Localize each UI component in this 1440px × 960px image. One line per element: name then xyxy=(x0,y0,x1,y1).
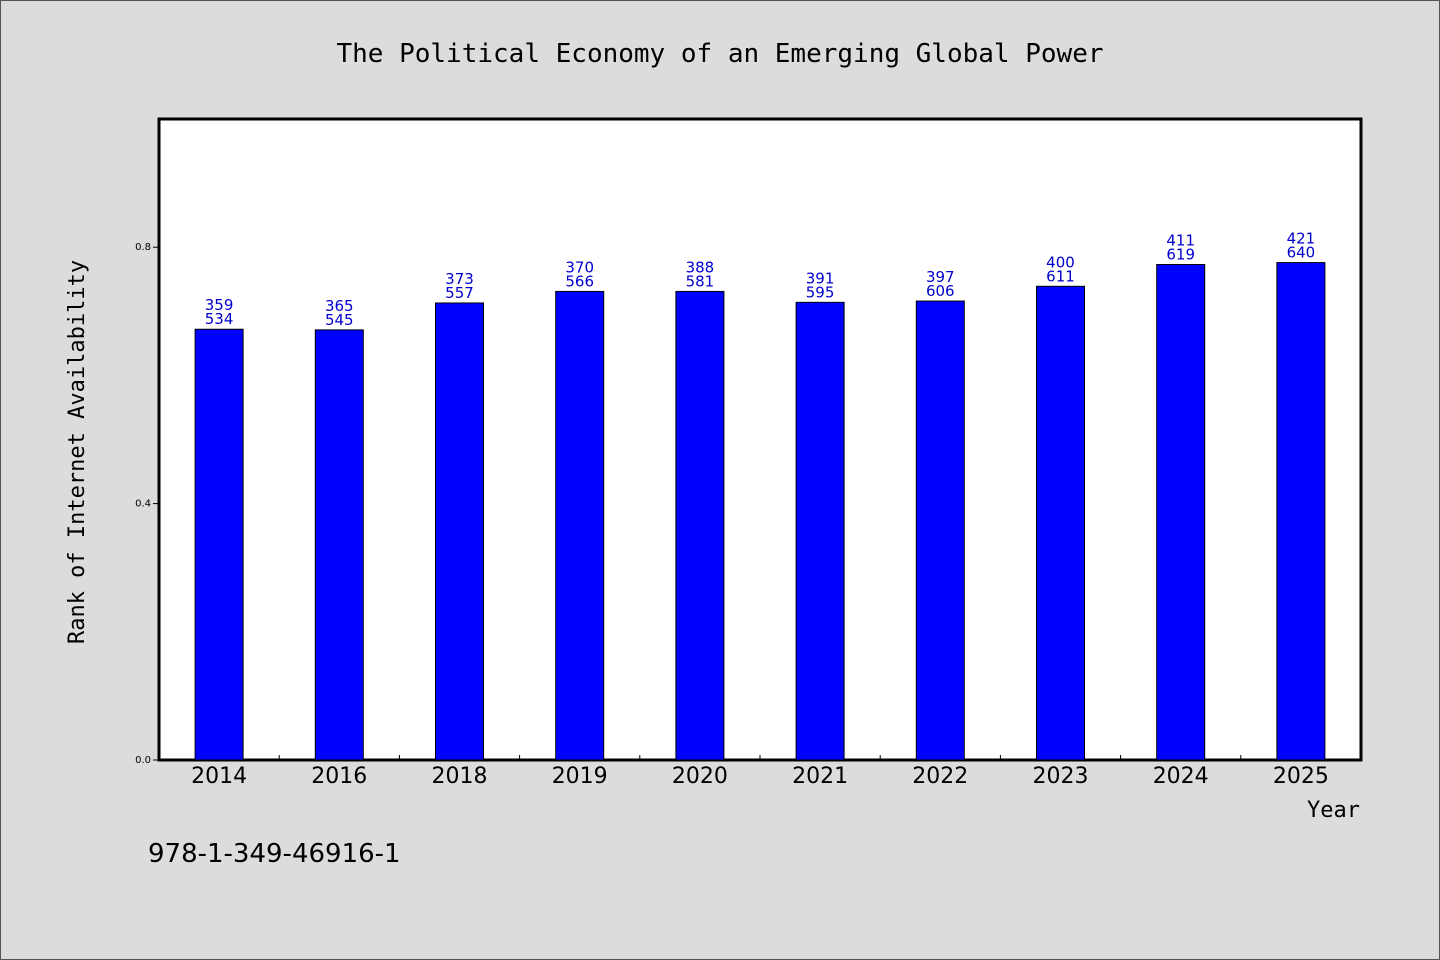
bar-label-bottom: 595 xyxy=(806,283,835,301)
x-tick-label: 2023 xyxy=(1033,764,1089,789)
isbn-label: 978-1-349-46916-1 xyxy=(148,839,401,869)
bar-label-bottom: 619 xyxy=(1166,246,1195,264)
bar xyxy=(1276,262,1326,761)
bar xyxy=(795,301,845,761)
bar xyxy=(314,329,364,761)
bar-label-top: 370 xyxy=(565,258,594,276)
bar-label-top: 365 xyxy=(325,297,354,315)
y-tick-label: 0.4 xyxy=(135,499,151,510)
y-axis-title: Rank of Internet Availability xyxy=(65,260,90,644)
y-tick-labels: 0.0 0.4 0.8 xyxy=(135,242,151,766)
bar xyxy=(675,290,725,761)
bar xyxy=(555,290,605,761)
x-tick-label: 2014 xyxy=(191,764,247,789)
x-axis-title: Year xyxy=(1307,798,1360,823)
y-tick-label: 0.8 xyxy=(135,242,151,253)
bar-label-top: 397 xyxy=(926,268,955,286)
bar-label-top: 411 xyxy=(1166,232,1195,250)
bar-label-top: 373 xyxy=(445,270,474,288)
bar-label-bottom: 566 xyxy=(565,272,594,290)
x-tick-label: 2025 xyxy=(1273,764,1329,789)
bar-label-bottom: 606 xyxy=(926,282,955,300)
bar-label-bottom: 557 xyxy=(445,284,474,302)
axis-ticks xyxy=(153,246,1242,761)
bar-label-bottom: 640 xyxy=(1287,244,1316,262)
bar xyxy=(194,328,244,761)
x-tick-label: 2022 xyxy=(912,764,968,789)
bar-label-top: 359 xyxy=(205,296,234,314)
bar xyxy=(1156,264,1206,761)
bar-label-bottom: 545 xyxy=(325,311,354,329)
chart-title: The Political Economy of an Emerging Glo… xyxy=(336,39,1103,69)
x-tick-label: 2019 xyxy=(552,764,608,789)
x-tick-labels: 2014 2016 2018 2019 2020 2021 2022 2023 2024 2025 xyxy=(191,764,1329,789)
x-tick-label: 2024 xyxy=(1153,764,1209,789)
bar xyxy=(915,300,965,761)
y-tick-label: 0.0 xyxy=(135,755,151,766)
bar-label-bottom: 581 xyxy=(686,272,715,290)
bar-label-top: 391 xyxy=(806,269,835,287)
x-tick-label: 2020 xyxy=(672,764,728,789)
bar-label-top: 388 xyxy=(686,258,715,276)
bar-label-top: 400 xyxy=(1046,253,1075,271)
bar-label-bottom: 611 xyxy=(1046,267,1075,285)
bar-label-top: 421 xyxy=(1287,230,1316,248)
bar-label-bottom: 534 xyxy=(205,310,234,328)
bar-series xyxy=(194,262,1326,761)
x-tick-label: 2021 xyxy=(792,764,848,789)
x-tick-label: 2016 xyxy=(311,764,367,789)
bar xyxy=(435,302,484,761)
x-tick-label: 2018 xyxy=(432,764,488,789)
bar xyxy=(1036,285,1085,761)
